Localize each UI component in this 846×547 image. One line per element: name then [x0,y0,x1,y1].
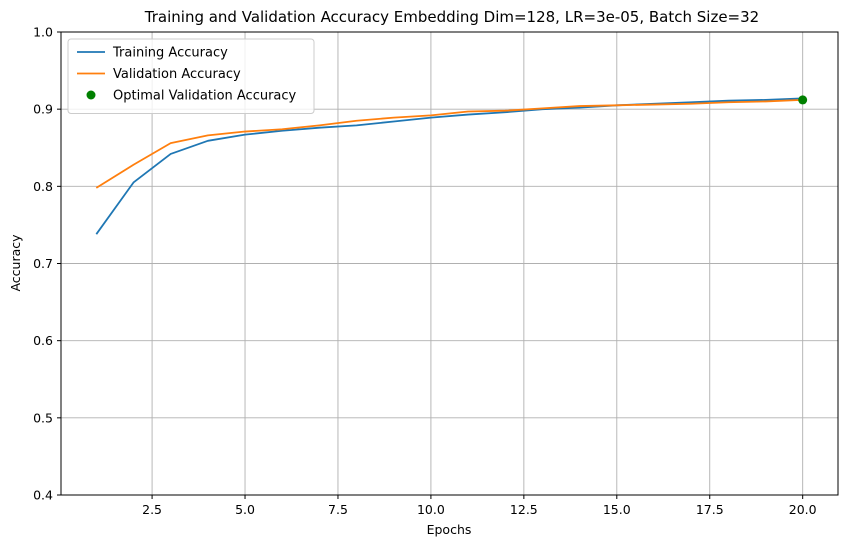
chart-title: Training and Validation Accuracy Embeddi… [144,8,759,26]
y-tick-label: 0.8 [33,179,53,194]
y-axis-ticks: 0.4 0.5 0.6 0.7 0.8 0.9 1.0 [33,25,61,503]
y-tick-label: 0.7 [33,256,53,271]
legend-box [67,38,315,114]
x-tick-label: 20.0 [789,502,817,517]
legend-label: Training Accuracy [112,46,228,61]
optimal-markers [798,95,808,105]
y-tick-label: 0.9 [33,102,53,117]
legend-label: Validation Accuracy [113,67,241,82]
x-axis-label: Epochs [427,522,472,537]
series-line [95,99,803,189]
series-line [95,97,803,235]
grid-lines [61,31,838,496]
optimal-marker [798,95,808,105]
x-tick-label: 17.5 [696,502,724,517]
x-tick-label: 7.5 [328,502,348,517]
legend: Training Accuracy Validation Accuracy Opti… [67,38,315,114]
x-tick-label: 12.5 [510,502,538,517]
x-tick-label: 2.5 [142,502,162,517]
series-lines [95,97,803,235]
legend-swatch [86,90,96,100]
y-tick-label: 0.5 [33,410,53,425]
y-tick-label: 0.4 [33,488,53,503]
x-tick-label: 15.0 [603,502,631,517]
legend-label: Optimal Validation Accuracy [113,89,297,104]
x-axis-ticks: 2.5 5.0 7.5 10.0 12.5 15.0 17.5 20.0 [142,495,817,517]
y-tick-label: 1.0 [33,25,53,40]
x-tick-label: 10.0 [417,502,445,517]
y-tick-label: 0.6 [33,333,53,348]
x-tick-label: 5.0 [235,502,255,517]
y-axis-label: Accuracy [8,234,23,292]
